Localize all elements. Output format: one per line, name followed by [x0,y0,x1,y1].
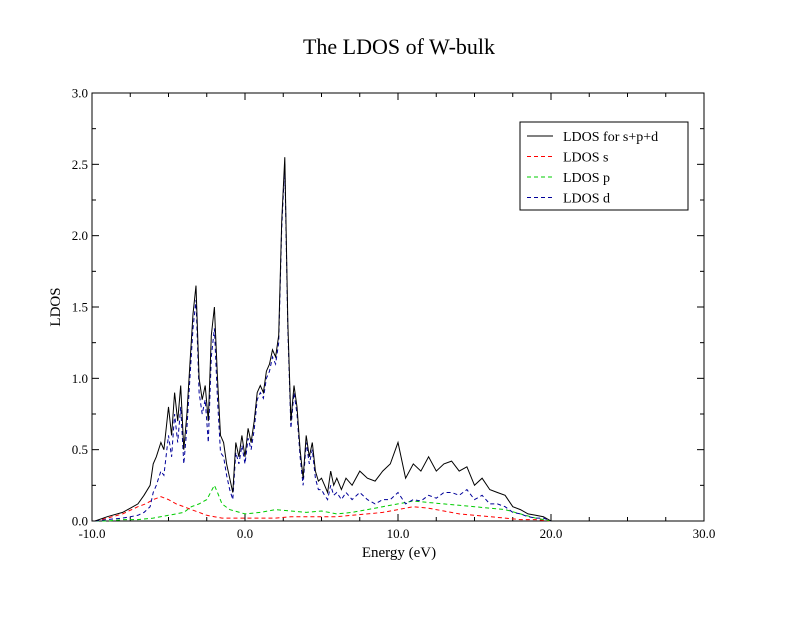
legend-label: LDOS d [563,192,610,207]
x-tick-label: 0.0 [237,526,253,541]
series-line-0 [94,157,552,522]
legend-label: LDOS s [563,151,609,166]
y-tick-label: 2.5 [72,157,88,172]
y-tick-label: 3.0 [72,86,88,101]
legend: LDOS for s+p+d LDOS s LDOS p LDOS d [519,121,689,211]
chart-title: The LDOS of W-bulk [303,34,495,59]
y-tick-label: 2.0 [72,228,88,243]
y-tick-label: 0.0 [72,514,88,529]
x-tick-label: 30.0 [693,526,716,541]
series-line-2 [95,484,552,522]
legend-label: LDOS p [563,171,610,186]
y-axis: 0.0 0.5 1.0 1.5 2.0 2.5 3.0 [72,86,704,529]
y-axis-title: LDOS [48,287,64,326]
y-tick-label: 0.5 [72,442,88,457]
x-axis: -10.0 0.0 10.0 20.0 30.0 [78,93,715,541]
x-tick-label: 20.0 [540,526,563,541]
x-axis-title: Energy (eV) [362,545,436,561]
legend-box [519,121,689,211]
series-line-1 [94,496,552,522]
x-tick-label: 10.0 [387,526,410,541]
series-line-3 [95,164,552,522]
y-tick-label: 1.0 [72,371,88,386]
y-tick-label: 1.5 [72,300,88,315]
series-group [94,157,552,522]
legend-label: LDOS for s+p+d [563,130,658,145]
x-tick-label: -10.0 [78,526,105,541]
